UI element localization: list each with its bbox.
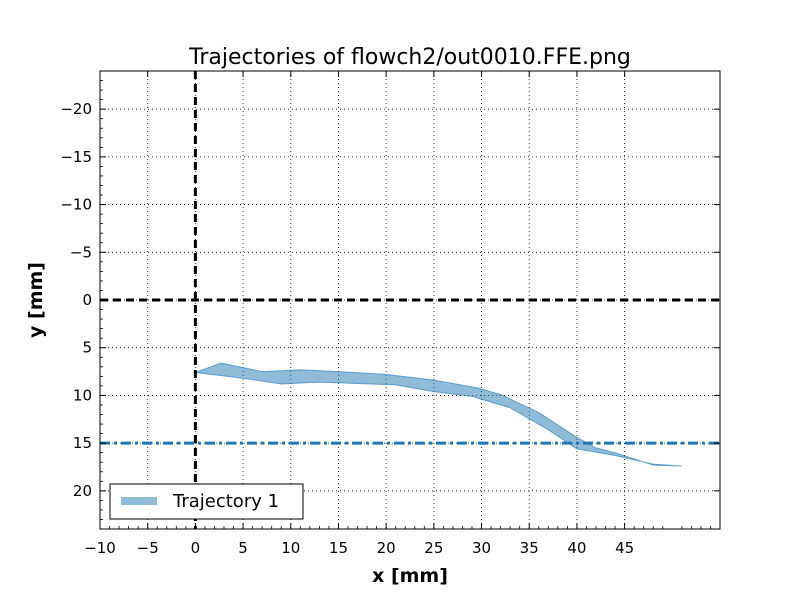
y-tick-label: 10 <box>73 386 92 404</box>
y-tick-label: −20 <box>60 100 92 118</box>
reference-lines <box>100 71 720 529</box>
y-tick-label: 20 <box>73 482 92 500</box>
x-tick-label: 20 <box>377 539 396 557</box>
x-tick-label: 10 <box>281 539 300 557</box>
x-tick-label: 30 <box>472 539 491 557</box>
legend-swatch <box>121 497 157 505</box>
x-tick-label: 25 <box>424 539 443 557</box>
x-tick-label: 35 <box>520 539 539 557</box>
x-tick-label: 45 <box>615 539 634 557</box>
x-tick-label: −10 <box>84 539 116 557</box>
x-axis-label: x [mm] <box>372 565 448 587</box>
x-tick-label: 5 <box>238 539 248 557</box>
y-tick-label: −5 <box>70 243 92 261</box>
y-tick-label: 15 <box>73 434 92 452</box>
y-tick-label: −15 <box>60 148 92 166</box>
plot-data <box>195 362 682 467</box>
x-tick-label: −5 <box>137 539 159 557</box>
y-tick-label: −10 <box>60 196 92 214</box>
legend-label: Trajectory 1 <box>172 491 279 512</box>
legend: Trajectory 1 <box>109 483 304 520</box>
y-tick-label: 0 <box>82 291 92 309</box>
x-tick-label: 15 <box>329 539 348 557</box>
y-tick-label: 5 <box>82 339 92 357</box>
x-tick-label: 0 <box>191 539 201 557</box>
chart-title: Trajectories of flowch2/out0010.FFE.png <box>188 45 631 70</box>
y-axis-label: y [mm] <box>25 262 47 338</box>
axis-ticks: −10 −5 0 5 10 15 20 25 30 35 40 45 −20 −15 −10 −5 0 5 10 15… <box>60 70 720 557</box>
x-tick-label: 40 <box>567 539 586 557</box>
trajectory-band <box>195 362 682 467</box>
